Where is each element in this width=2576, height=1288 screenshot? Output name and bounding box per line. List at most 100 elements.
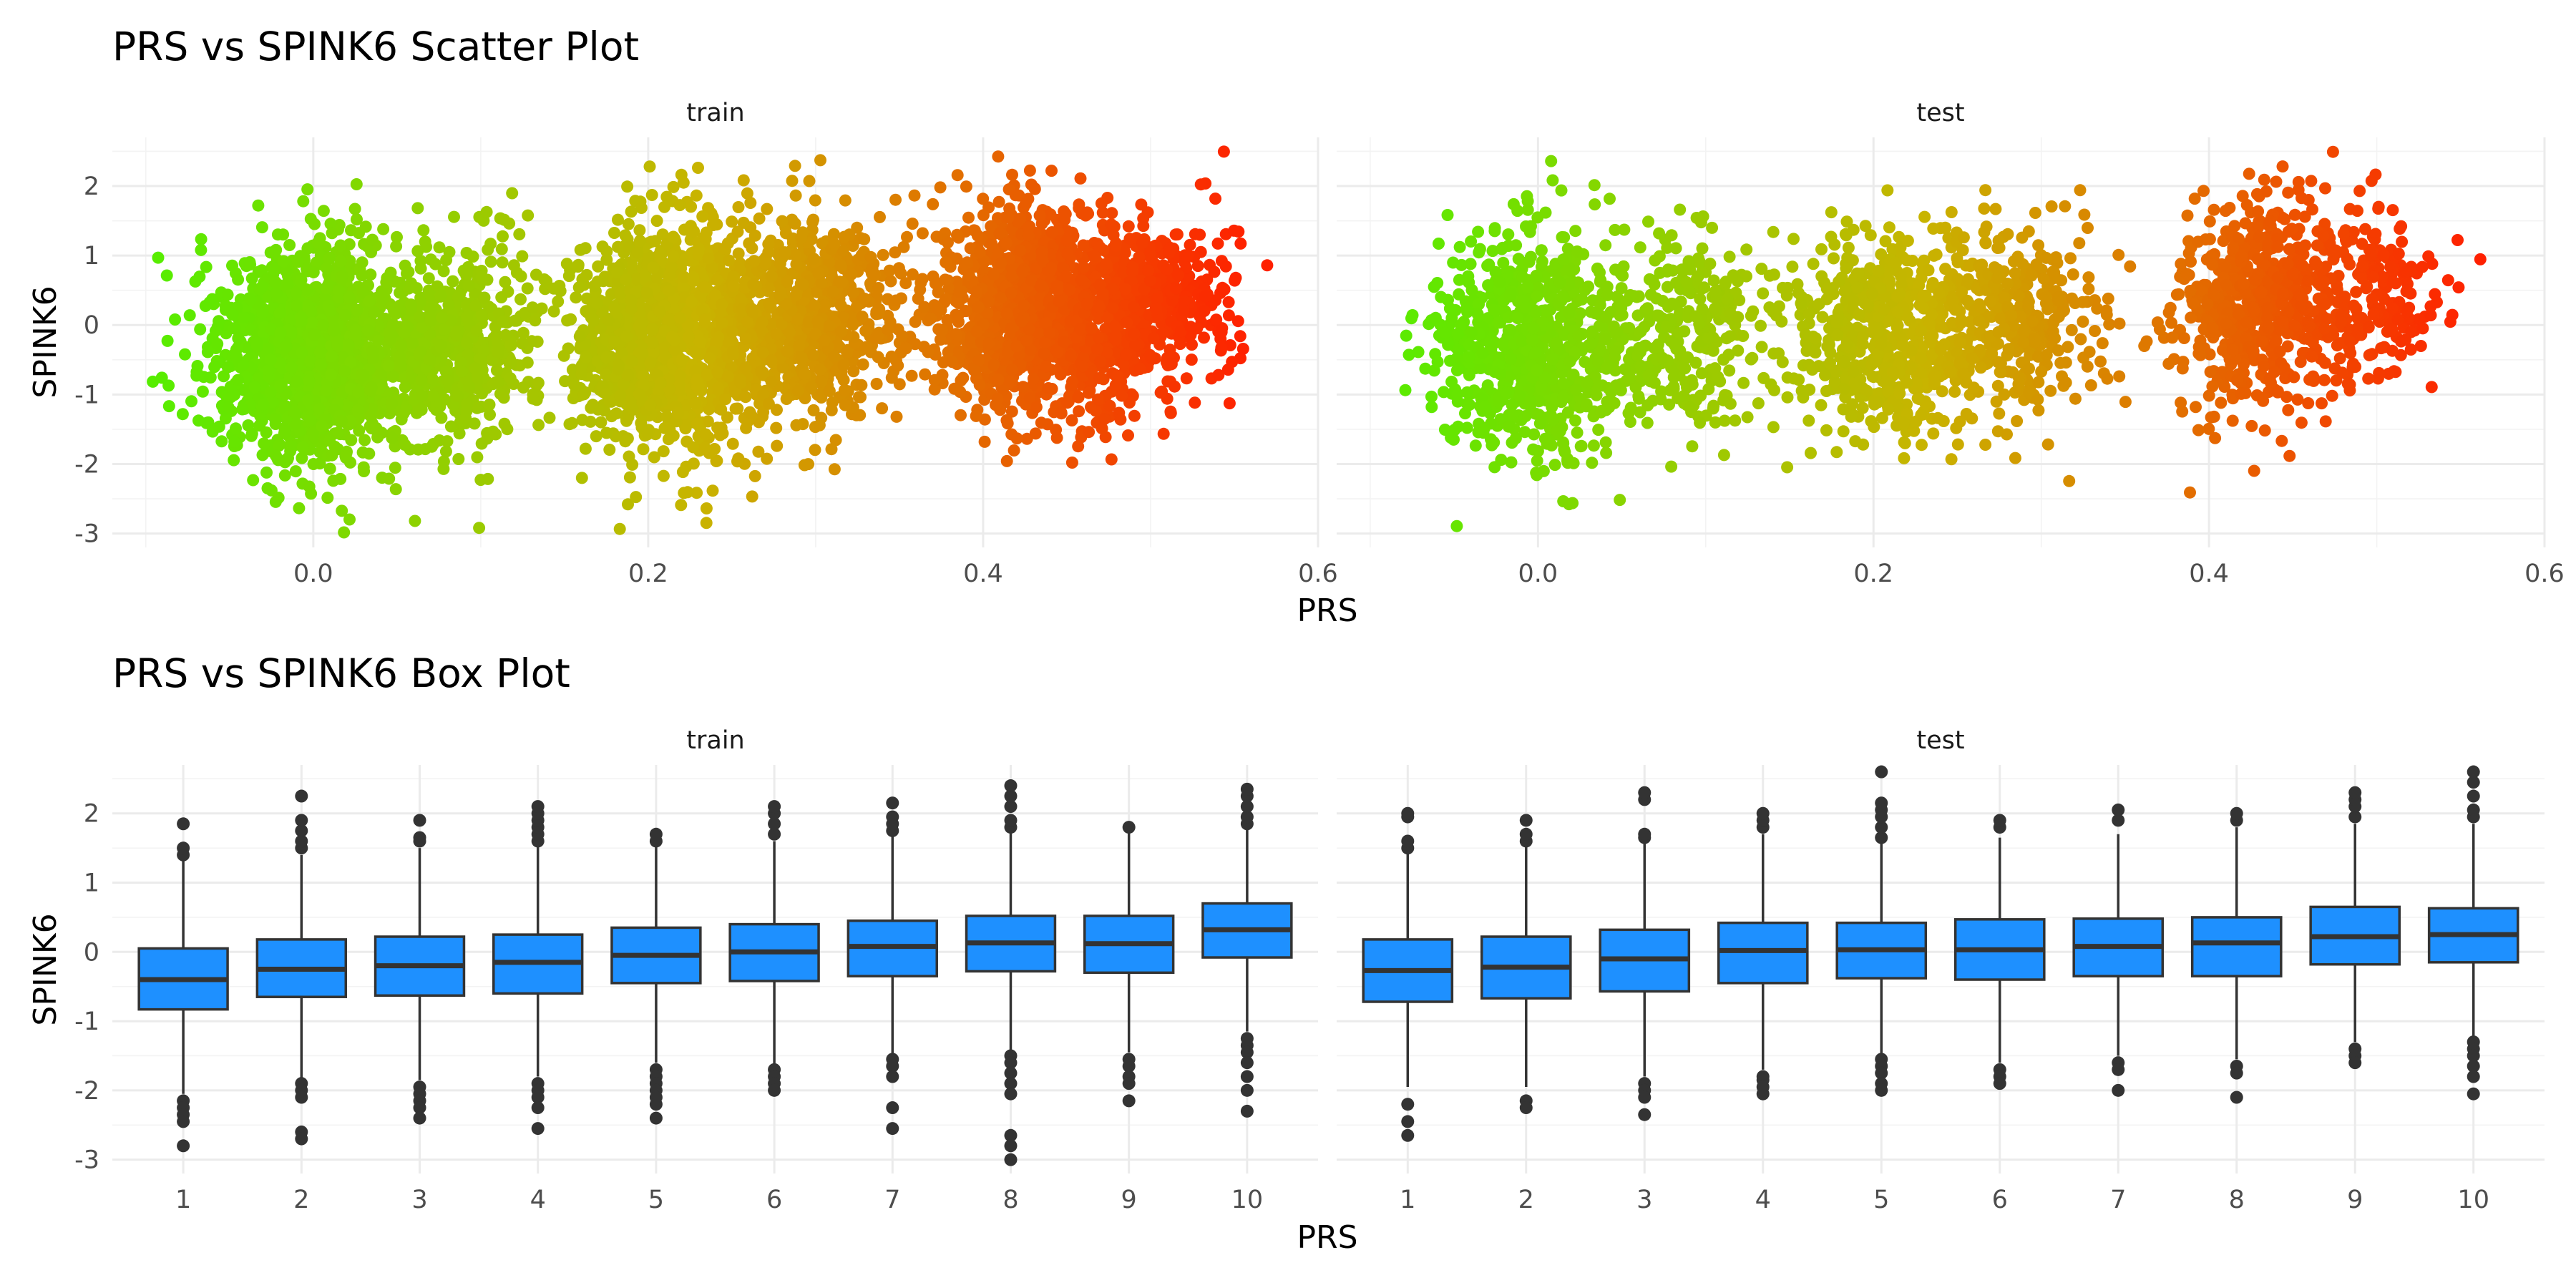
- scatter-point: [579, 442, 592, 455]
- scatter-point: [274, 326, 287, 339]
- scatter-point: [478, 291, 491, 304]
- scatter-point: [786, 175, 799, 187]
- scatter-point: [919, 368, 932, 381]
- scatter-point: [272, 492, 285, 504]
- scatter-point: [202, 416, 215, 429]
- scatter-point: [269, 275, 282, 288]
- scatter-point: [1028, 182, 1041, 195]
- scatter-point: [622, 218, 635, 230]
- scatter-point: [303, 480, 316, 493]
- scatter-point: [342, 338, 355, 351]
- scatter-point: [440, 254, 453, 266]
- scatter-point: [399, 381, 411, 394]
- scatter-point: [756, 346, 769, 359]
- scatter-point: [771, 439, 784, 452]
- scatter-point: [280, 340, 293, 353]
- scatter-point: [973, 379, 986, 391]
- scatter-point: [341, 398, 353, 411]
- scatter-point: [568, 379, 580, 391]
- scatter-point: [595, 416, 608, 429]
- scatter-point: [232, 332, 245, 345]
- scatter-point: [423, 353, 436, 366]
- scatter-point: [357, 369, 370, 381]
- scatter-point: [700, 226, 713, 239]
- scatter-point: [1081, 206, 1093, 219]
- scatter-point: [1044, 208, 1057, 221]
- scatter-point: [376, 293, 389, 306]
- scatter-point: [685, 200, 698, 213]
- scatter-point: [692, 162, 704, 174]
- scatter-point: [448, 210, 460, 223]
- scatter-point: [356, 256, 369, 269]
- scatter-point: [1103, 399, 1116, 412]
- scatter-point: [334, 239, 347, 252]
- scatter-point: [575, 472, 588, 484]
- scatter-point: [326, 227, 338, 240]
- scatter-point: [366, 233, 379, 246]
- scatter-point: [748, 469, 761, 482]
- scatter-point: [732, 452, 745, 465]
- scatter-point: [395, 413, 408, 426]
- scatter-point: [189, 275, 202, 288]
- scatter-point: [793, 339, 806, 352]
- scatter-point: [516, 337, 529, 350]
- scatter-point: [792, 384, 804, 397]
- scatter-point: [532, 376, 545, 389]
- scatter-point: [352, 386, 365, 398]
- scatter-point: [977, 209, 990, 222]
- scatter-point: [255, 280, 268, 293]
- scatter-point: [608, 335, 621, 348]
- scatter-point: [324, 304, 336, 317]
- scatter-point: [901, 230, 913, 243]
- scatter-point: [683, 331, 695, 343]
- scatter-point: [743, 406, 756, 419]
- scatter-point: [489, 428, 502, 441]
- scatter-point: [213, 420, 225, 433]
- scatter-point: [646, 336, 659, 349]
- scatter-point: [452, 453, 465, 465]
- scatter-point: [823, 385, 836, 397]
- scatter-point: [828, 238, 841, 250]
- scatter-point: [673, 199, 686, 212]
- scatter-point: [484, 255, 497, 268]
- scatter-point: [562, 270, 575, 283]
- scatter-point: [462, 279, 475, 292]
- scatter-point: [434, 289, 447, 302]
- scatter-point: [270, 287, 283, 300]
- scatter-point: [335, 270, 348, 283]
- scatter-point: [260, 466, 273, 479]
- scatter-point: [739, 332, 752, 345]
- scatter-point: [236, 403, 249, 416]
- scatter-point: [701, 369, 713, 381]
- scatter-point: [317, 205, 330, 218]
- scatter-point: [703, 352, 716, 364]
- scatter-point: [818, 334, 831, 347]
- scatter-point: [218, 370, 230, 383]
- scatter-point: [326, 449, 338, 462]
- scatter-point: [228, 322, 240, 335]
- scatter-point: [657, 445, 670, 458]
- scatter-point: [623, 450, 635, 463]
- scatter-point: [889, 246, 902, 259]
- scatter-point: [876, 402, 889, 415]
- scatter-point: [729, 402, 742, 415]
- scatter-point: [441, 435, 454, 448]
- scatter-point: [838, 384, 851, 396]
- scatter-point: [721, 237, 734, 250]
- scatter-point: [776, 215, 789, 228]
- scatter-point: [327, 324, 340, 337]
- scatter-point: [856, 311, 869, 323]
- scatter-point: [351, 303, 364, 316]
- scatter-point: [746, 306, 759, 318]
- scatter-point: [161, 334, 174, 347]
- scatter-point: [368, 306, 381, 318]
- scatter-point: [278, 469, 291, 482]
- scatter-point: [799, 368, 811, 381]
- scatter-point: [195, 243, 208, 256]
- scatter-point: [572, 281, 585, 294]
- scatter-point: [415, 374, 428, 386]
- scatter-point: [385, 397, 398, 410]
- scatter-point: [304, 414, 317, 426]
- scatter-point: [228, 454, 240, 467]
- scatter-point: [185, 395, 197, 408]
